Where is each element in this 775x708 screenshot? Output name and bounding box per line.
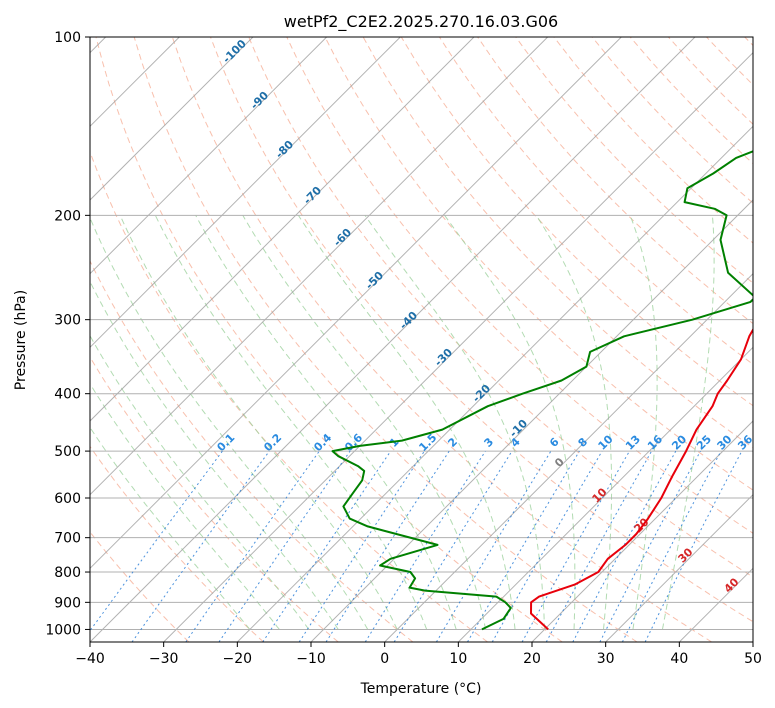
mixing-ratio-line	[131, 450, 270, 642]
profile-series	[331, 150, 753, 631]
y-axis-ticks: 100 200 300 400 500 600 700 800 900 1000	[45, 30, 90, 638]
x-axis-label: Temperature (°C)	[360, 681, 482, 697]
dry-adiabat	[90, 445, 264, 642]
mixing-ratio-line	[572, 450, 677, 642]
dry-adiabat	[515, 37, 753, 284]
moist-adiabat	[90, 334, 310, 630]
isotherm	[236, 125, 753, 642]
moist-adiabat	[119, 215, 398, 630]
isotherm	[310, 199, 753, 642]
isotherm	[163, 51, 753, 642]
dry-adiabat	[248, 37, 753, 578]
x-tick-label: −30	[149, 651, 179, 667]
isotherm	[531, 420, 753, 642]
mixing-ratio-line	[90, 450, 223, 632]
x-tick-label: 50	[744, 651, 762, 667]
x-tick-label: −10	[296, 651, 326, 667]
y-tick-label: 200	[54, 208, 81, 224]
y-tick-label: 1000	[45, 622, 81, 638]
x-tick-label: 0	[380, 651, 389, 667]
x-tick-label: −40	[75, 651, 105, 667]
y-tick-label: 600	[54, 491, 81, 507]
isotherm	[90, 37, 328, 275]
moist-adiabat	[90, 280, 339, 630]
mixing-ratio-line	[393, 450, 513, 642]
y-tick-label: 500	[54, 444, 81, 460]
x-tick-label: 10	[449, 651, 467, 667]
isotherm	[90, 37, 549, 496]
dry-adiabat	[171, 37, 712, 642]
y-tick-label: 400	[54, 387, 81, 403]
dry-adiabat	[95, 37, 563, 642]
mixing-ratio-line	[298, 450, 425, 642]
y-axis-label: Pressure (hPa)	[13, 290, 29, 390]
y-tick-label: 800	[54, 565, 81, 581]
mixing-ratio-line	[545, 450, 653, 642]
y-tick-label: 700	[54, 531, 81, 547]
dry-adiabat	[286, 37, 753, 534]
x-tick-label: 20	[523, 651, 541, 667]
background-lines	[90, 37, 753, 642]
y-tick-label: 900	[54, 595, 81, 611]
x-axis-ticks: −40 −30 −20 −10 0 10 20 30 40 50	[75, 642, 762, 667]
x-tick-label: 30	[597, 651, 615, 667]
mixing-ratio-line	[621, 450, 722, 642]
isotherm	[457, 346, 753, 642]
mixing-ratio-line	[599, 450, 701, 642]
series-dewpoint-line	[331, 150, 753, 631]
mixing-ratio-line	[644, 450, 743, 642]
mixing-ratio-line	[467, 450, 580, 642]
isotherm	[90, 37, 696, 642]
isotherm	[90, 37, 622, 570]
mixing-ratio-line	[364, 450, 486, 642]
mixing-ratio-line	[435, 450, 552, 642]
mixing-ratio-line	[185, 450, 320, 642]
isotherm	[90, 37, 254, 201]
y-tick-label: 100	[54, 30, 81, 46]
moist-adiabat	[242, 215, 487, 630]
x-tick-label: 40	[670, 651, 688, 667]
dry-adiabat	[324, 37, 753, 491]
isotherm	[90, 37, 401, 349]
isotherm	[605, 493, 753, 642]
plot-frame	[89, 36, 754, 643]
series-temperature-line	[530, 327, 753, 631]
dry-adiabat	[90, 259, 414, 642]
isotherm	[384, 272, 753, 642]
isotherm	[90, 37, 475, 422]
dry-adiabat	[210, 37, 753, 623]
mixing-ratio-line	[491, 450, 603, 642]
x-tick-label: −20	[223, 651, 253, 667]
mixing-ratio-line	[325, 450, 450, 642]
y-tick-label: 300	[54, 313, 81, 329]
chart-title: wetPf2_C2E2.2025.270.16.03.G06	[284, 12, 558, 32]
